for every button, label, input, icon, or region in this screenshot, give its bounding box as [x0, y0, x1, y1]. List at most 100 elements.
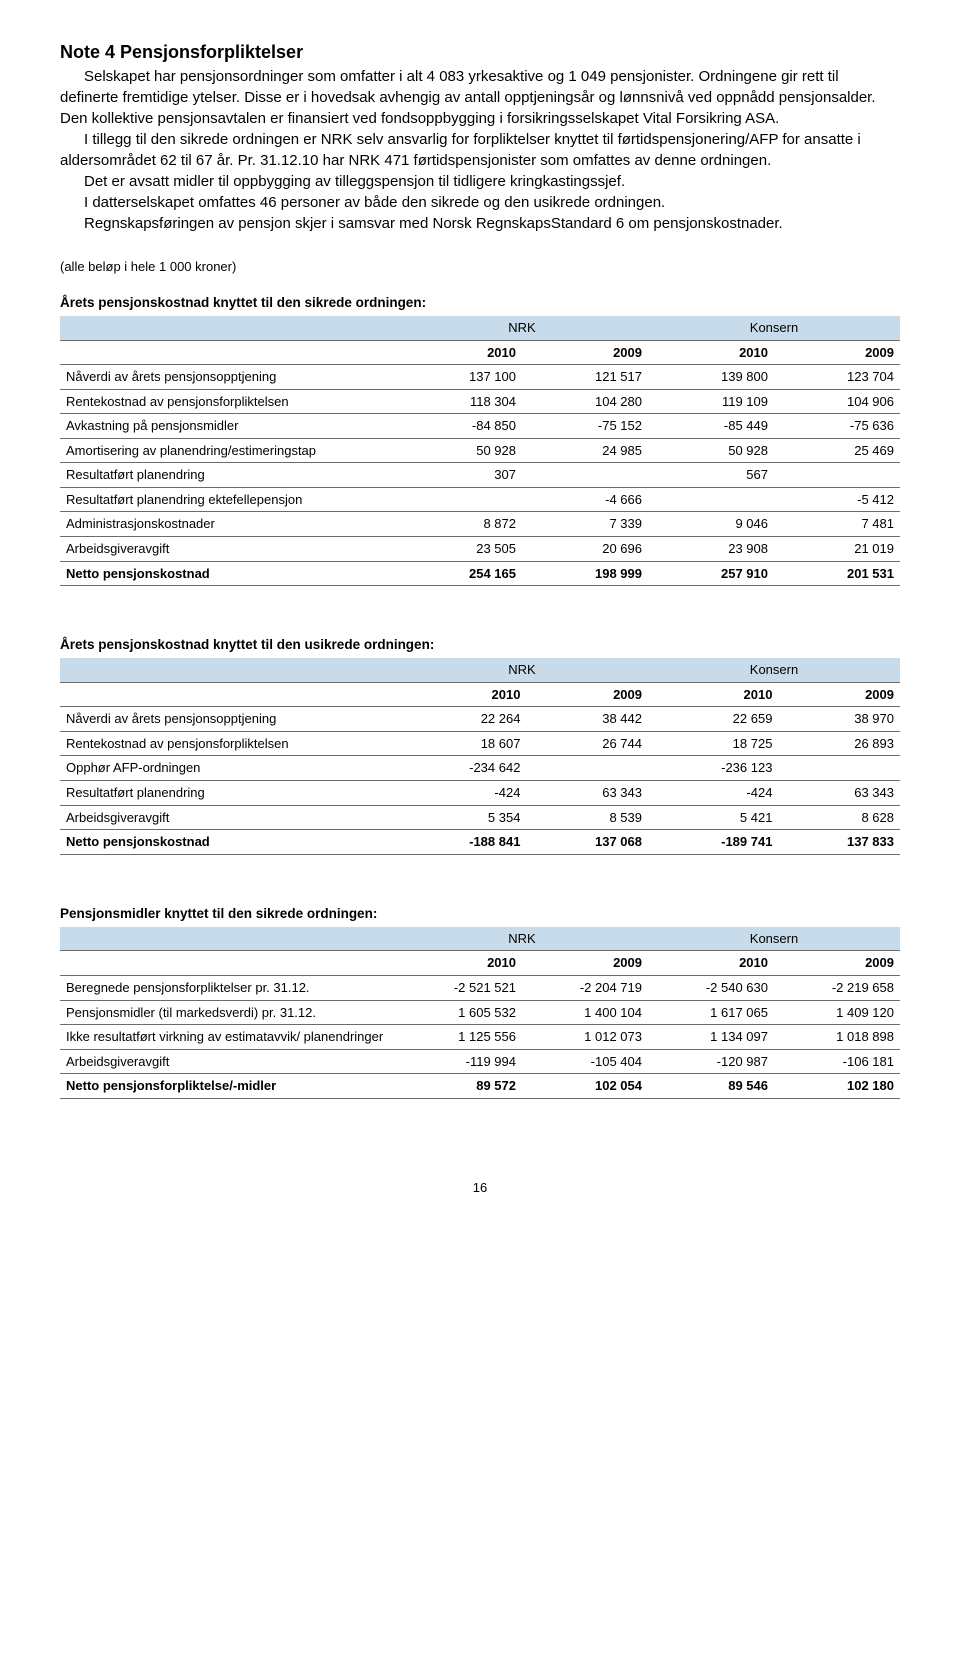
- row-label: Nåverdi av årets pensjonsopptjening: [60, 365, 396, 390]
- table-row: Opphør AFP-ordningen-234 642-236 123: [60, 756, 900, 781]
- row-label: Avkastning på pensjonsmidler: [60, 414, 396, 439]
- table-row: Arbeidsgiveravgift-119 994-105 404-120 9…: [60, 1049, 900, 1074]
- col-year: 2009: [522, 340, 648, 365]
- data-table: NRKKonsern2010200920102009Nåverdi av åre…: [60, 316, 900, 586]
- table-row: Rentekostnad av pensjonsforpliktelsen18 …: [60, 731, 900, 756]
- cell-value: -2 204 719: [522, 975, 648, 1000]
- cell-value: 18 607: [396, 731, 526, 756]
- total-value: 102 054: [522, 1074, 648, 1099]
- cell-value: 1 409 120: [774, 1000, 900, 1025]
- table-caption: Årets pensjonskostnad knyttet til den si…: [60, 294, 900, 312]
- row-label: Amortisering av planendring/estimeringst…: [60, 438, 396, 463]
- table-row: Resultatført planendring-42463 343-42463…: [60, 781, 900, 806]
- cell-value: 8 872: [396, 512, 522, 537]
- cell-value: 7 481: [774, 512, 900, 537]
- cell-value: 18 725: [648, 731, 778, 756]
- cell-value: 567: [648, 463, 774, 488]
- total-value: 257 910: [648, 561, 774, 586]
- cell-value: -424: [396, 781, 526, 806]
- cell-value: 8 628: [778, 805, 900, 830]
- total-value: 89 546: [648, 1074, 774, 1099]
- row-label: Ikke resultatført virkning av estimatavv…: [60, 1025, 396, 1050]
- row-label: Beregnede pensjonsforpliktelser pr. 31.1…: [60, 975, 396, 1000]
- table-total-row: Netto pensjonskostnad254 165198 999257 9…: [60, 561, 900, 586]
- table-row: Rentekostnad av pensjonsforpliktelsen118…: [60, 389, 900, 414]
- cell-value: 123 704: [774, 365, 900, 390]
- data-table: NRKKonsern2010200920102009Nåverdi av åre…: [60, 658, 900, 854]
- page-number: 16: [60, 1179, 900, 1197]
- table-row: Resultatført planendring ektefellepensjo…: [60, 487, 900, 512]
- cell-value: 23 505: [396, 536, 522, 561]
- table-row: Avkastning på pensjonsmidler-84 850-75 1…: [60, 414, 900, 439]
- cell-value: -2 540 630: [648, 975, 774, 1000]
- cell-value: -120 987: [648, 1049, 774, 1074]
- total-value: -188 841: [396, 830, 526, 855]
- row-label: Arbeidsgiveravgift: [60, 1049, 396, 1074]
- cell-value: [778, 756, 900, 781]
- col-group-nrk: NRK: [396, 927, 648, 951]
- cell-value: 26 893: [778, 731, 900, 756]
- total-value: 198 999: [522, 561, 648, 586]
- cell-value: 38 442: [526, 707, 648, 732]
- cell-value: -234 642: [396, 756, 526, 781]
- table-total-row: Netto pensjonsforpliktelse/-midler89 572…: [60, 1074, 900, 1099]
- table-total-row: Netto pensjonskostnad-188 841137 068-189…: [60, 830, 900, 855]
- total-value: 201 531: [774, 561, 900, 586]
- cell-value: -84 850: [396, 414, 522, 439]
- row-label: Resultatført planendring: [60, 781, 396, 806]
- total-label: Netto pensjonsforpliktelse/-midler: [60, 1074, 396, 1099]
- cell-value: 50 928: [396, 438, 522, 463]
- cell-value: 104 280: [522, 389, 648, 414]
- table-row: Administrasjonskostnader8 8727 3399 0467…: [60, 512, 900, 537]
- table-caption: Årets pensjonskostnad knyttet til den us…: [60, 636, 900, 654]
- cell-value: 7 339: [522, 512, 648, 537]
- cell-value: 22 659: [648, 707, 778, 732]
- total-value: 89 572: [396, 1074, 522, 1099]
- cell-value: 63 343: [778, 781, 900, 806]
- cell-value: 38 970: [778, 707, 900, 732]
- col-group-konsern: Konsern: [648, 316, 900, 340]
- table-row: Nåverdi av årets pensjonsopptjening137 1…: [60, 365, 900, 390]
- cell-value: 50 928: [648, 438, 774, 463]
- cell-value: 26 744: [526, 731, 648, 756]
- col-year: 2009: [522, 951, 648, 976]
- total-label: Netto pensjonskostnad: [60, 561, 396, 586]
- cell-value: [648, 487, 774, 512]
- para-2: Det er avsatt midler til oppbygging av t…: [84, 173, 625, 190]
- table-row: Arbeidsgiveravgift23 50520 69623 90821 0…: [60, 536, 900, 561]
- row-label: Arbeidsgiveravgift: [60, 536, 396, 561]
- table-row: Beregnede pensjonsforpliktelser pr. 31.1…: [60, 975, 900, 1000]
- col-year: 2010: [396, 340, 522, 365]
- cell-value: 137 100: [396, 365, 522, 390]
- table-row: Ikke resultatført virkning av estimatavv…: [60, 1025, 900, 1050]
- cell-value: -236 123: [648, 756, 778, 781]
- total-value: 137 068: [526, 830, 648, 855]
- cell-value: 63 343: [526, 781, 648, 806]
- col-group-konsern: Konsern: [648, 658, 900, 682]
- col-year: 2010: [648, 682, 778, 707]
- cell-value: 104 906: [774, 389, 900, 414]
- row-label: Rentekostnad av pensjonsforpliktelsen: [60, 389, 396, 414]
- cell-value: -75 152: [522, 414, 648, 439]
- col-year: 2009: [778, 682, 900, 707]
- row-label: Administrasjonskostnader: [60, 512, 396, 537]
- cell-value: 21 019: [774, 536, 900, 561]
- cell-value: 5 354: [396, 805, 526, 830]
- table-row: Arbeidsgiveravgift5 3548 5395 4218 628: [60, 805, 900, 830]
- cell-value: -5 412: [774, 487, 900, 512]
- data-table: NRKKonsern2010200920102009Beregnede pens…: [60, 927, 900, 1099]
- para-1: I tillegg til den sikrede ordningen er N…: [60, 131, 861, 169]
- cell-value: -75 636: [774, 414, 900, 439]
- cell-value: -2 219 658: [774, 975, 900, 1000]
- cell-value: 1 605 532: [396, 1000, 522, 1025]
- cell-value: 23 908: [648, 536, 774, 561]
- cell-value: 25 469: [774, 438, 900, 463]
- cell-value: 5 421: [648, 805, 778, 830]
- table-row: Amortisering av planendring/estimeringst…: [60, 438, 900, 463]
- cell-value: -85 449: [648, 414, 774, 439]
- row-label: Resultatført planendring: [60, 463, 396, 488]
- row-label: Rentekostnad av pensjonsforpliktelsen: [60, 731, 396, 756]
- table-row: Resultatført planendring307567: [60, 463, 900, 488]
- col-year: 2009: [774, 340, 900, 365]
- total-value: 137 833: [778, 830, 900, 855]
